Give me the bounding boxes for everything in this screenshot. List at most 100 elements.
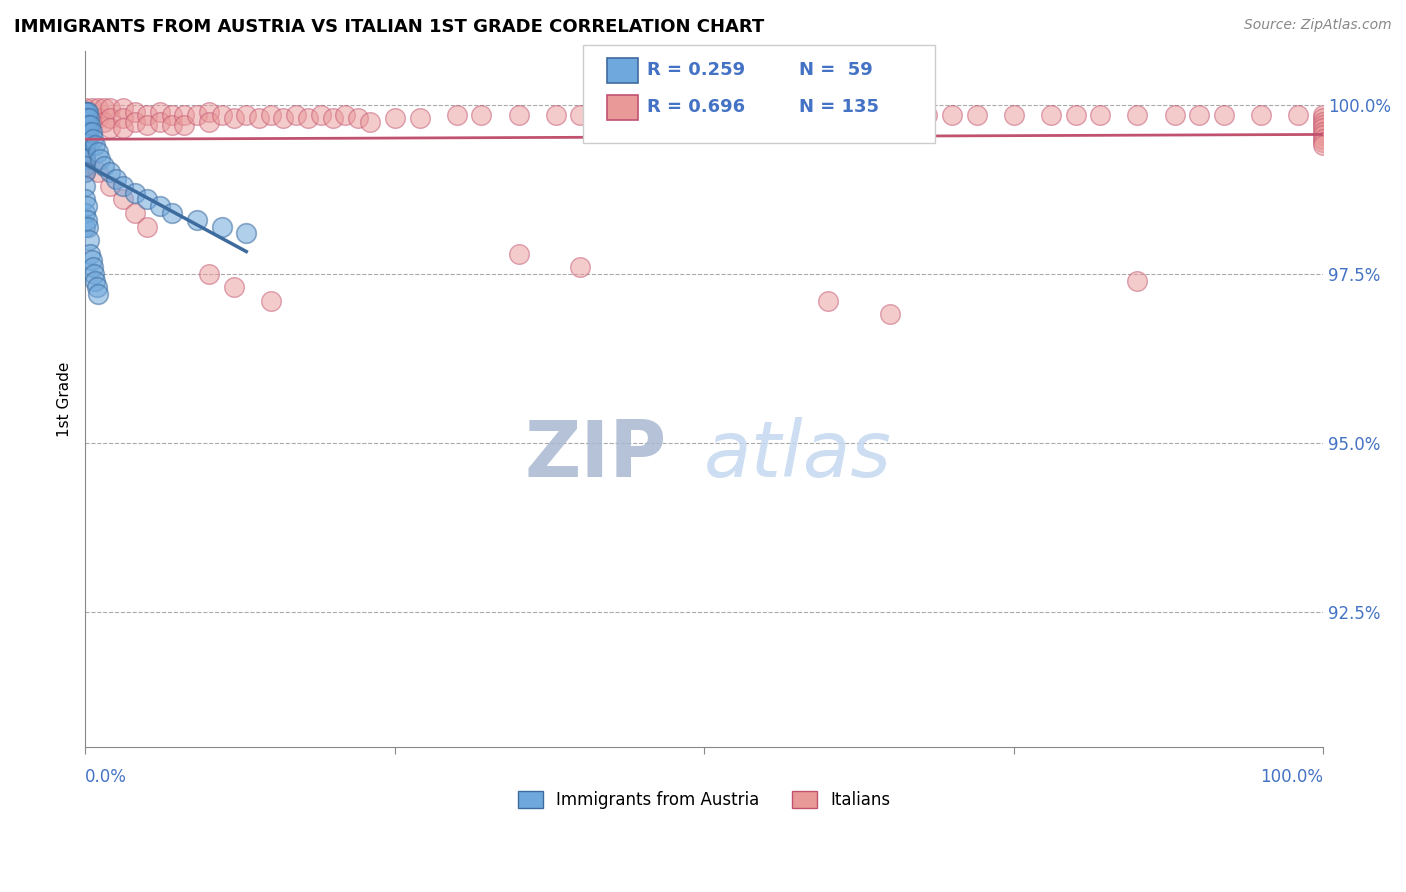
Point (111, 112, 134, 126)
Text: N =  59: N = 59 (799, 62, 872, 79)
Point (693, 108, 716, 122)
Point (75, 178, 97, 193)
Point (75, 131, 97, 145)
Point (75, 108, 97, 122)
Point (1213, 108, 1236, 122)
Point (75, 118, 97, 132)
Point (111, 101, 134, 115)
Point (1312, 112, 1334, 126)
Point (297, 112, 319, 126)
Point (941, 108, 963, 122)
Point (75, 125, 97, 139)
Point (211, 219, 233, 234)
Point (75, 159, 97, 173)
Point (817, 293, 839, 308)
Point (470, 108, 492, 122)
Point (75, 104, 97, 119)
Point (1002, 108, 1025, 122)
Point (93, 101, 115, 115)
Point (75, 112, 97, 126)
Point (75, 162, 97, 177)
Point (222, 280, 245, 294)
Point (718, 108, 741, 122)
Point (86, 280, 108, 294)
Point (87, 145, 110, 160)
Point (75, 104, 97, 119)
Point (211, 108, 233, 122)
Point (76, 131, 98, 145)
Text: ZIP: ZIP (524, 417, 666, 492)
Point (124, 104, 146, 119)
Point (75, 142, 97, 156)
Point (111, 178, 134, 193)
Point (160, 206, 183, 220)
Point (75, 148, 97, 162)
Legend: Immigrants from Austria, Italians: Immigrants from Austria, Italians (510, 784, 897, 815)
Point (124, 114, 146, 128)
Point (75, 131, 97, 145)
Point (1312, 125, 1334, 139)
Text: N = 135: N = 135 (799, 98, 879, 116)
Point (173, 118, 195, 132)
Point (87, 112, 110, 126)
Point (75, 118, 97, 132)
Text: R = 0.696: R = 0.696 (647, 98, 745, 116)
Point (817, 108, 839, 122)
Point (124, 186, 146, 200)
Text: Source: ZipAtlas.com: Source: ZipAtlas.com (1244, 18, 1392, 32)
Point (915, 108, 938, 122)
Point (75, 112, 97, 126)
Point (75, 152, 97, 166)
Point (75, 101, 97, 115)
Point (75, 128, 97, 143)
Point (1188, 108, 1211, 122)
Point (569, 108, 592, 122)
Point (1090, 108, 1112, 122)
Point (879, 308, 901, 322)
Point (136, 108, 159, 122)
Point (75, 112, 97, 126)
Point (446, 108, 468, 122)
Point (87, 165, 110, 179)
Point (80, 253, 103, 268)
Point (75, 206, 97, 220)
Point (76, 125, 98, 139)
Point (235, 108, 257, 122)
Point (76, 118, 98, 132)
Point (149, 104, 172, 119)
Point (186, 212, 208, 227)
Point (82, 260, 104, 274)
Point (80, 101, 103, 115)
Point (593, 108, 616, 122)
Point (84, 274, 107, 288)
Point (1312, 128, 1334, 143)
Point (1312, 114, 1334, 128)
Point (77, 233, 100, 247)
Point (98, 112, 121, 126)
Point (668, 108, 690, 122)
Point (79, 246, 101, 260)
Point (75, 145, 97, 160)
Point (75, 138, 97, 153)
Point (198, 104, 221, 119)
Point (75, 125, 97, 139)
Point (309, 108, 332, 122)
Text: IMMIGRANTS FROM AUSTRIA VS ITALIAN 1ST GRADE CORRELATION CHART: IMMIGRANTS FROM AUSTRIA VS ITALIAN 1ST G… (14, 18, 765, 36)
Point (75, 131, 97, 145)
Point (83, 267, 105, 281)
Point (76, 212, 98, 227)
Point (76, 112, 98, 126)
Point (335, 108, 357, 122)
Point (84, 138, 107, 153)
Point (89, 152, 111, 166)
Point (105, 172, 128, 186)
Point (235, 227, 257, 241)
Point (136, 193, 159, 207)
Point (966, 108, 988, 122)
Point (76, 104, 98, 119)
Point (75, 104, 97, 119)
Point (260, 108, 283, 122)
Point (77, 112, 100, 126)
Point (508, 246, 530, 260)
Point (124, 206, 146, 220)
